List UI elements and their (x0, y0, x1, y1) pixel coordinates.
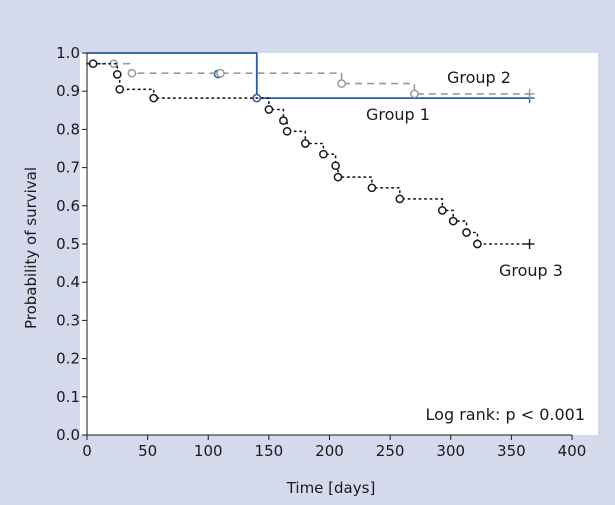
y-axis-label: Probability of survival (22, 167, 40, 329)
x-tick-label: 50 (138, 442, 157, 460)
plot-area (80, 53, 598, 435)
event-marker (319, 149, 328, 159)
y-tick-label: 0.5 (56, 235, 80, 253)
label-group-2: Group 2 (447, 68, 511, 87)
event-marker (149, 93, 159, 103)
event-marker (300, 139, 310, 148)
y-tick-label: 0.8 (56, 120, 80, 138)
x-tick-label: 150 (255, 442, 284, 460)
y-tick-label: 0.0 (56, 426, 80, 444)
event-marker (216, 68, 225, 78)
y-tick-label: 0.3 (56, 311, 80, 329)
event-marker (333, 172, 343, 182)
label-group-1: Group 1 (366, 105, 430, 124)
event-marker (88, 59, 98, 69)
x-tick-label: 0 (82, 442, 92, 460)
series-2 (87, 59, 535, 99)
x-tick-label: 300 (436, 442, 465, 460)
event-marker (282, 126, 292, 136)
y-tick-label: 1.0 (56, 44, 80, 62)
axes-layer: 0.0 0.1 0.2 0.3 0.4 0.5 0.6 0.7 0.8 0.9 1.0 0 50 100 1… (56, 44, 586, 460)
event-marker (410, 89, 419, 99)
event-marker (279, 116, 288, 125)
event-marker (127, 68, 137, 78)
y-tick-label: 0.6 (56, 197, 80, 215)
series-3 (86, 59, 535, 249)
x-tick-label: 400 (558, 442, 587, 460)
log-rank-annotation: Log rank: p < 0.001 (426, 405, 585, 424)
event-marker (448, 216, 458, 226)
x-tick-label: 350 (497, 442, 526, 460)
event-marker (115, 84, 125, 94)
x-tick-label: 250 (376, 442, 405, 460)
series-line-3 (86, 62, 531, 245)
y-tick-label: 0.9 (56, 82, 80, 100)
x-tick-label: 100 (194, 442, 223, 460)
y-tick-label: 0.2 (56, 350, 80, 368)
event-marker (437, 206, 447, 215)
event-marker (337, 79, 346, 88)
label-group-3: Group 3 (499, 261, 563, 280)
series-layer (86, 52, 535, 249)
event-marker (395, 194, 405, 204)
y-tick-label: 0.4 (56, 273, 80, 291)
y-tick-label: 0.7 (56, 159, 80, 177)
x-axis-label: Time [days] (286, 479, 376, 497)
event-marker (473, 239, 482, 249)
y-tick-label: 0.1 (56, 388, 80, 406)
series-line-1 (87, 52, 530, 99)
event-marker (331, 161, 340, 171)
event-marker (462, 228, 471, 237)
event-marker (264, 105, 274, 114)
x-tick-label: 200 (315, 442, 344, 460)
event-marker (367, 183, 377, 193)
event-marker (112, 70, 122, 79)
